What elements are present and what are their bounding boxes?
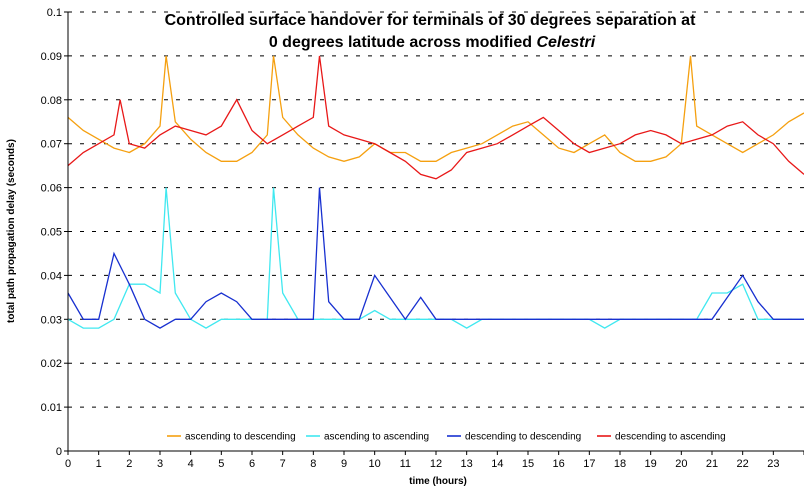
y-tick-label: 0.05 xyxy=(41,227,62,239)
y-tick-label: 0.03 xyxy=(41,314,62,326)
x-tick-label: 21 xyxy=(706,458,718,470)
y-tick-label: 0.07 xyxy=(41,139,62,151)
x-tick-label: 2 xyxy=(126,458,132,470)
chart-title-line2: 0 degrees latitude across modified Celes… xyxy=(269,34,596,51)
x-tick-label: 8 xyxy=(310,458,316,470)
x-tick-label: 17 xyxy=(583,458,595,470)
legend-label: descending to descending xyxy=(465,432,581,443)
y-tick-label: 0.08 xyxy=(41,95,62,107)
x-tick-label: 23 xyxy=(767,458,779,470)
y-tick-label: 0.01 xyxy=(41,402,62,414)
x-tick-label: 18 xyxy=(614,458,626,470)
x-tick-label: 0 xyxy=(65,458,71,470)
x-tick-label: 15 xyxy=(522,458,534,470)
series-line-1 xyxy=(67,55,804,162)
legend-label: ascending to descending xyxy=(185,432,296,443)
y-tick-label: 0.06 xyxy=(41,183,62,195)
x-tick-label: 9 xyxy=(341,458,347,470)
x-tick-label: 12 xyxy=(430,458,442,470)
y-tick-label: 0.1 xyxy=(47,7,62,19)
chart-grid xyxy=(68,11,804,408)
chart-title-line2-italic: Celestri xyxy=(536,34,595,51)
y-axis-ticks: 0 0.01 0.02 0.03 0.04 0.05 0.06 0.07 0.08 0.09 0.1 xyxy=(41,7,68,458)
series-line-4 xyxy=(67,55,804,180)
x-tick-label: 3 xyxy=(157,458,163,470)
chart-title: Controlled surface handover for terminal… xyxy=(165,12,696,51)
series-line-3 xyxy=(67,187,804,329)
x-tick-label: 5 xyxy=(218,458,224,470)
x-tick-label: 22 xyxy=(737,458,749,470)
legend-label: ascending to ascending xyxy=(324,432,429,443)
x-tick-label: 11 xyxy=(400,458,411,470)
chart-title-line2-prefix: 0 degrees latitude across modified xyxy=(269,34,537,51)
series-line-2 xyxy=(67,187,804,329)
chart-series-group xyxy=(67,55,804,329)
y-tick-label: 0.04 xyxy=(41,270,62,282)
chart-legend: ascending to descending ascending to asce… xyxy=(167,432,726,443)
x-tick-label: 4 xyxy=(188,458,194,470)
y-tick-label: 0.02 xyxy=(41,358,62,370)
x-tick-label: 14 xyxy=(491,458,503,470)
x-tick-label: 7 xyxy=(280,458,286,470)
x-tick-label: 20 xyxy=(675,458,687,470)
x-tick-label: 16 xyxy=(553,458,565,470)
y-axis-label: total path propagation delay (seconds) xyxy=(6,139,17,323)
chart-title-line1: Controlled surface handover for terminal… xyxy=(165,12,696,29)
x-tick-label: 6 xyxy=(249,458,255,470)
y-tick-label: 0.09 xyxy=(41,51,62,63)
y-tick-label: 0 xyxy=(56,446,62,458)
x-axis-ticks: 0 1 2 3 4 5 6 7 8 9 10 11 12 13 14 15 16 17 18 19 20 21 22 23 xyxy=(65,451,804,470)
x-tick-label: 19 xyxy=(645,458,657,470)
x-axis-label: time (hours) xyxy=(409,476,467,486)
x-tick-label: 1 xyxy=(96,458,102,470)
legend-label: descending to ascending xyxy=(615,432,726,443)
x-tick-label: 13 xyxy=(461,458,473,470)
x-tick-label: 10 xyxy=(369,458,381,470)
